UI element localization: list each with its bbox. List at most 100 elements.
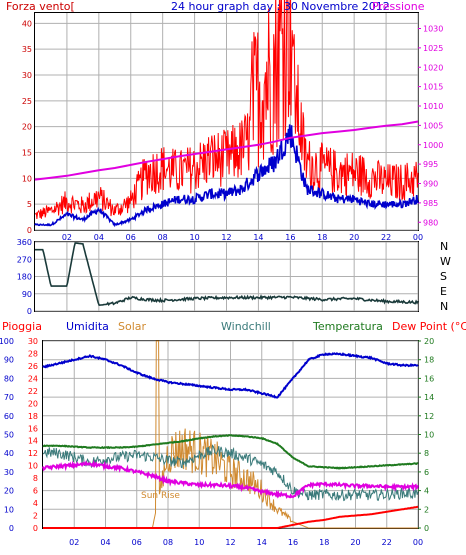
humidity-label: Umidita <box>66 320 109 333</box>
pressure-tick-label: 1000 <box>423 141 443 150</box>
rain-tick-label: 20 <box>28 399 38 408</box>
wind-panel-left-ticks: 0 5 10 15 20 25 30 35 40 <box>22 19 32 235</box>
x-tick-label: 08 <box>163 538 173 547</box>
temperature-tick-label: 2 <box>424 505 429 514</box>
pressure-line <box>34 120 419 181</box>
wind-tick-label: 20 <box>22 123 32 132</box>
pressure-tick-label: 1025 <box>423 44 443 53</box>
pressure-tick-label: 995 <box>423 160 438 169</box>
temperature-tick-label: 10 <box>424 431 434 440</box>
wind-tick-label: 35 <box>22 45 32 54</box>
direction-tick-label: 360 <box>17 238 32 247</box>
x-tick-label: 00 <box>413 538 423 547</box>
wind-tick-label: 25 <box>22 97 32 106</box>
rain-tick-label: 0 <box>33 524 38 533</box>
x-tick-label: 02 <box>69 538 79 547</box>
temperature-tick-label: 20 <box>424 337 434 346</box>
humidity-tick-label: 80 <box>4 374 14 383</box>
direction-letter: N <box>440 300 448 313</box>
windchill-label: Windchill <box>221 320 271 333</box>
pressure-tick-label: 1005 <box>423 121 443 130</box>
x-tick-label: 06 <box>126 233 136 242</box>
sunrise-annotation: Sun Rise <box>141 491 180 501</box>
temperature-tick-label: 14 <box>424 393 434 402</box>
pressure-tick-label: 990 <box>423 180 438 189</box>
rain-tick-label: 14 <box>28 437 38 446</box>
rain-tick-label: 4 <box>33 499 38 508</box>
temperature-tick-label: 18 <box>424 356 434 365</box>
x-tick-label: 02 <box>62 233 72 242</box>
rain-tick-label: 8 <box>33 474 38 483</box>
direction-tick-label: 90 <box>22 290 32 299</box>
humidity-tick-label: 10 <box>4 505 14 514</box>
wind-average-line <box>34 124 419 228</box>
pressure-tick-label: 1010 <box>423 102 443 111</box>
direction-tick-label: 180 <box>17 273 32 282</box>
weather-panel-grid: 02 04 06 08 10 12 14 16 18 20 22 00 <box>43 340 423 547</box>
x-tick-label: 16 <box>288 538 298 547</box>
x-tick-label: 04 <box>94 233 104 242</box>
x-tick-label: 08 <box>158 233 168 242</box>
pressure-tick-label: 1020 <box>423 63 443 72</box>
humidity-tick-label: 60 <box>4 412 14 421</box>
dewpoint-label: Dew Point (°C) <box>392 320 466 333</box>
temperature-tick-label: 4 <box>424 487 429 496</box>
x-tick-label: 14 <box>253 233 263 242</box>
rain-line <box>43 505 419 529</box>
x-tick-label: 16 <box>285 233 295 242</box>
humidity-axis-ticks: 0 10 20 30 40 50 60 70 80 90 100 <box>0 337 14 533</box>
temperature-label: Temperatura <box>312 320 383 333</box>
dewpoint-line <box>42 459 419 499</box>
wind-label: Forza vento[ <box>6 0 75 13</box>
temperature-tick-label: 0 <box>424 524 429 533</box>
wind-tick-label: 15 <box>22 149 32 158</box>
humidity-tick-label: 40 <box>4 449 14 458</box>
wind-direction-line <box>35 242 419 307</box>
direction-panel-y-ticks: 0 90 180 270 360 <box>17 238 32 316</box>
rain-tick-label: 28 <box>28 349 38 358</box>
x-tick-label: 10 <box>189 233 199 242</box>
temperature-line <box>42 434 419 470</box>
x-tick-label: 22 <box>382 538 392 547</box>
wind-tick-label: 30 <box>22 71 32 80</box>
rain-tick-label: 18 <box>28 412 38 421</box>
temperature-axis-ticks: 0 2 4 6 8 10 12 14 16 18 20 <box>418 337 434 533</box>
x-tick-label: 20 <box>350 538 360 547</box>
rain-tick-label: 30 <box>28 337 38 346</box>
x-tick-label: 06 <box>132 538 142 547</box>
humidity-tick-label: 0 <box>9 524 14 533</box>
graph-title: 24 hour graph day : 30 Novembre 2012 <box>171 0 390 13</box>
wind-series <box>34 0 419 228</box>
rain-tick-label: 10 <box>28 462 38 471</box>
direction-letter: W <box>440 255 451 268</box>
rain-tick-label: 16 <box>28 424 38 433</box>
x-tick-label: 00 <box>413 233 423 242</box>
direction-letter: N <box>440 240 448 253</box>
rain-tick-label: 22 <box>28 387 38 396</box>
pressure-tick-label: 1015 <box>423 83 443 92</box>
direction-letter: S <box>440 270 447 283</box>
pressure-tick-label: 1030 <box>423 25 443 34</box>
rain-tick-label: 26 <box>28 362 38 371</box>
humidity-tick-label: 30 <box>4 468 14 477</box>
solar-label: Solar <box>118 320 147 333</box>
rain-tick-label: 24 <box>28 374 38 383</box>
wind-tick-label: 40 <box>22 19 32 28</box>
direction-panel-grid <box>35 241 419 312</box>
humidity-tick-label: 50 <box>4 431 14 440</box>
weather-series <box>42 340 419 529</box>
wind-tick-label: 0 <box>27 226 32 235</box>
wind-tick-label: 5 <box>27 200 32 209</box>
rain-label: Pioggia <box>2 320 42 333</box>
windchill-line <box>42 444 419 502</box>
x-tick-label: 04 <box>100 538 110 547</box>
x-tick-label: 12 <box>221 233 231 242</box>
x-tick-label: 12 <box>225 538 235 547</box>
direction-letter: E <box>440 285 447 298</box>
rain-tick-label: 6 <box>33 487 38 496</box>
wind-panel-right-ticks: 980 985 990 995 1000 1005 1010 1015 1020 1025 1030 <box>418 25 443 227</box>
pressure-label: Pressione <box>372 0 425 13</box>
humidity-tick-label: 70 <box>4 393 14 402</box>
direction-tick-label: 270 <box>17 255 32 264</box>
